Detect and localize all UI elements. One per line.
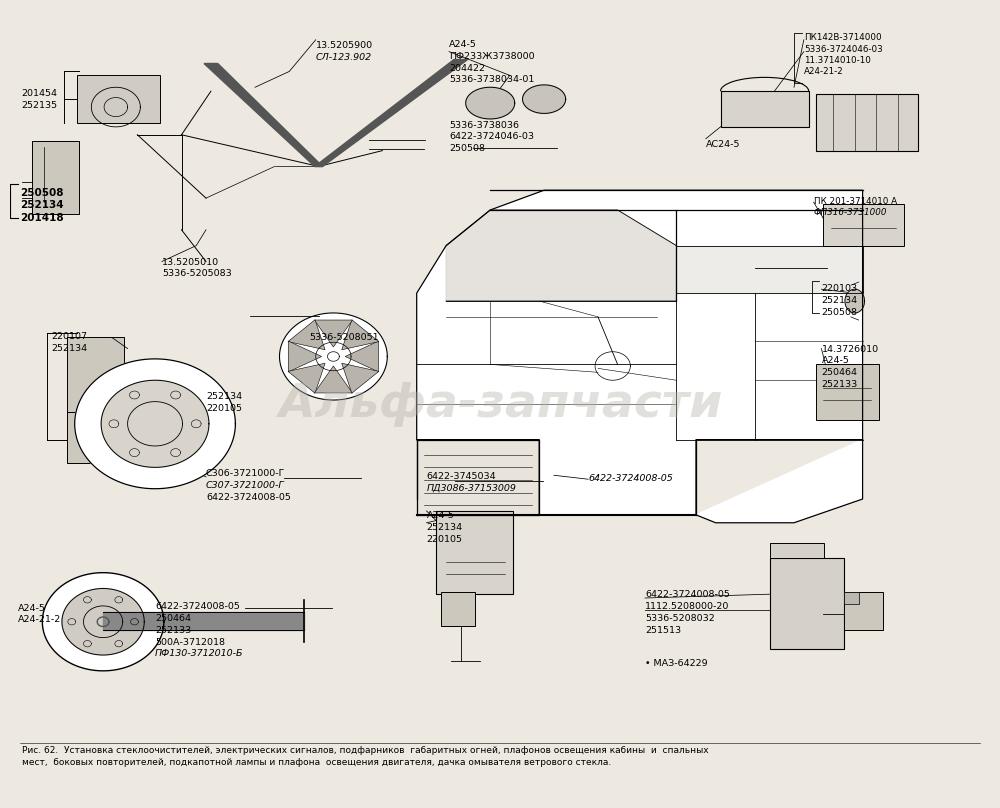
Text: 5336-5208051: 5336-5208051 bbox=[309, 333, 379, 342]
Text: 6422-3745034: 6422-3745034 bbox=[426, 472, 496, 481]
Text: А24-5: А24-5 bbox=[821, 356, 849, 365]
Bar bbox=[67, 337, 124, 412]
Text: 204422: 204422 bbox=[449, 64, 485, 73]
Polygon shape bbox=[342, 364, 379, 393]
Text: АС24-5: АС24-5 bbox=[706, 141, 740, 149]
Bar bbox=[67, 412, 106, 464]
Text: 5336-5208032: 5336-5208032 bbox=[645, 614, 715, 623]
Text: 252134: 252134 bbox=[51, 344, 87, 353]
Text: А24-5: А24-5 bbox=[449, 40, 477, 48]
Text: А24-21-2: А24-21-2 bbox=[804, 67, 844, 76]
Text: ФП316-3731000: ФП316-3731000 bbox=[814, 208, 887, 217]
Polygon shape bbox=[845, 289, 865, 313]
Text: 251513: 251513 bbox=[645, 625, 681, 635]
Polygon shape bbox=[101, 381, 209, 467]
Text: 6422-3724008-05: 6422-3724008-05 bbox=[588, 474, 673, 483]
Polygon shape bbox=[676, 246, 863, 293]
Text: 250508: 250508 bbox=[20, 187, 63, 198]
Text: 6422-3724008-05: 6422-3724008-05 bbox=[155, 602, 240, 611]
Polygon shape bbox=[288, 341, 322, 372]
Text: 14.3726010: 14.3726010 bbox=[821, 345, 879, 354]
Text: 220107: 220107 bbox=[51, 332, 87, 341]
Text: • МАЗ-64229: • МАЗ-64229 bbox=[645, 659, 708, 668]
Polygon shape bbox=[42, 573, 164, 671]
Text: 250508: 250508 bbox=[821, 308, 857, 318]
Polygon shape bbox=[62, 588, 144, 655]
Text: 252134: 252134 bbox=[821, 297, 858, 305]
Text: 252133: 252133 bbox=[821, 381, 858, 389]
Bar bbox=[441, 592, 476, 625]
Text: 1112.5208000-20: 1112.5208000-20 bbox=[645, 602, 729, 611]
Polygon shape bbox=[696, 440, 863, 523]
Text: 5336-3738036: 5336-3738036 bbox=[449, 120, 519, 129]
Bar bbox=[844, 591, 859, 604]
Text: 220105: 220105 bbox=[206, 404, 242, 413]
Polygon shape bbox=[288, 320, 325, 350]
Bar bbox=[436, 511, 513, 594]
Text: 13.5205900: 13.5205900 bbox=[316, 41, 373, 50]
Text: ПФ233Ж3738000: ПФ233Ж3738000 bbox=[449, 52, 535, 61]
Text: 250464: 250464 bbox=[155, 614, 191, 623]
Text: 5336-3724046-03: 5336-3724046-03 bbox=[804, 44, 883, 53]
Bar bbox=[77, 75, 160, 123]
Text: 13.5205010: 13.5205010 bbox=[162, 258, 219, 267]
Text: А24-5: А24-5 bbox=[426, 511, 454, 520]
Polygon shape bbox=[466, 87, 515, 119]
Polygon shape bbox=[446, 210, 676, 301]
Bar bbox=[770, 558, 844, 650]
Text: 252135: 252135 bbox=[22, 101, 58, 110]
Polygon shape bbox=[204, 64, 323, 166]
Text: 220103: 220103 bbox=[821, 284, 858, 293]
Polygon shape bbox=[417, 440, 539, 515]
Text: СЛ-123.902: СЛ-123.902 bbox=[316, 53, 372, 62]
Text: 201454: 201454 bbox=[22, 89, 58, 98]
Text: 250508: 250508 bbox=[449, 145, 485, 154]
Text: ПК142В-3714000: ПК142В-3714000 bbox=[804, 33, 881, 42]
Bar bbox=[32, 141, 79, 214]
Bar bbox=[720, 91, 809, 127]
Text: С307-3721000-Г: С307-3721000-Г bbox=[206, 481, 285, 490]
Text: 6422-3724008-05: 6422-3724008-05 bbox=[206, 493, 291, 502]
Bar bbox=[816, 94, 918, 150]
Text: ПК 201-3714010 А: ПК 201-3714010 А bbox=[814, 196, 897, 205]
Text: 220105: 220105 bbox=[426, 535, 462, 544]
Text: А24-21-2: А24-21-2 bbox=[18, 616, 61, 625]
Polygon shape bbox=[342, 320, 379, 350]
Text: 252134: 252134 bbox=[20, 200, 63, 211]
Text: 500А-3712018: 500А-3712018 bbox=[155, 638, 225, 646]
Polygon shape bbox=[417, 190, 863, 515]
Text: мест,  боковых повторителей, подкапотной лампы и плафона  освещения двигателя, д: мест, боковых повторителей, подкапотной … bbox=[22, 758, 611, 767]
Text: ПД3086-37153009: ПД3086-37153009 bbox=[426, 484, 516, 493]
Text: 5336-3738034-01: 5336-3738034-01 bbox=[449, 75, 534, 84]
Polygon shape bbox=[103, 612, 304, 630]
Polygon shape bbox=[314, 366, 352, 393]
Text: 6422-3724046-03: 6422-3724046-03 bbox=[449, 133, 534, 141]
Text: 250464: 250464 bbox=[821, 368, 857, 377]
Text: 252134: 252134 bbox=[206, 392, 242, 401]
Polygon shape bbox=[314, 320, 352, 347]
Text: 252134: 252134 bbox=[426, 523, 463, 532]
Text: 252133: 252133 bbox=[155, 625, 191, 635]
Text: А24-5: А24-5 bbox=[18, 604, 46, 612]
Text: 5336-5205083: 5336-5205083 bbox=[162, 269, 232, 279]
Bar bbox=[816, 364, 879, 420]
Polygon shape bbox=[280, 313, 387, 400]
Text: 11.3714010-10: 11.3714010-10 bbox=[804, 56, 871, 65]
Text: 201418: 201418 bbox=[20, 213, 63, 223]
Bar bbox=[844, 591, 883, 629]
Text: 6422-3724008-05: 6422-3724008-05 bbox=[645, 590, 730, 599]
Bar bbox=[823, 204, 904, 246]
Polygon shape bbox=[315, 60, 468, 166]
Text: Альфа-запчасти: Альфа-запчасти bbox=[278, 381, 722, 427]
Polygon shape bbox=[523, 85, 566, 113]
Polygon shape bbox=[345, 341, 379, 372]
Text: ПФ130-3712010-Б: ПФ130-3712010-Б bbox=[155, 650, 244, 659]
Polygon shape bbox=[288, 364, 325, 393]
Text: Рис. 62.  Установка стеклоочистителей, электрических сигналов, подфарников  габа: Рис. 62. Установка стеклоочистителей, эл… bbox=[22, 746, 708, 755]
Bar bbox=[770, 543, 824, 558]
Polygon shape bbox=[75, 359, 235, 489]
Text: С306-3721000-Г: С306-3721000-Г bbox=[206, 469, 285, 478]
